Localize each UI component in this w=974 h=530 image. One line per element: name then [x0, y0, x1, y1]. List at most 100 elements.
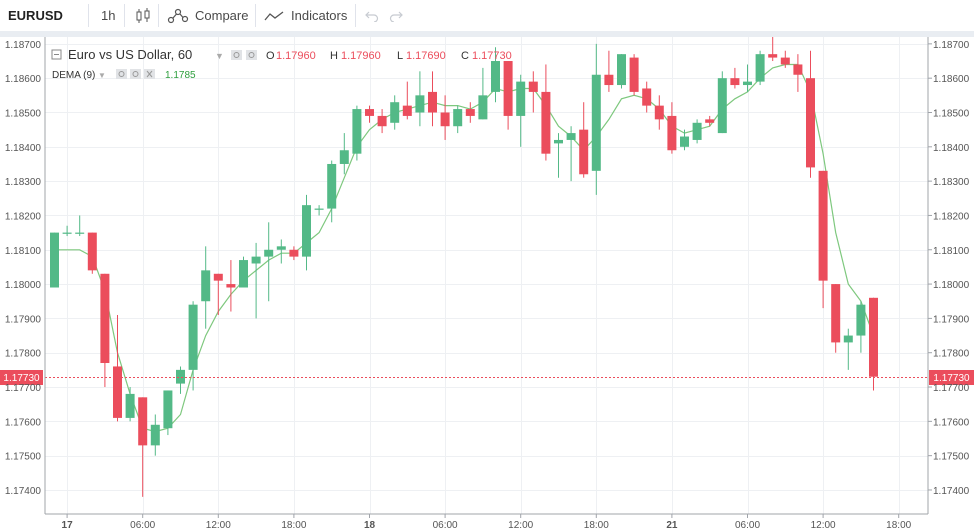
y-tick-label-left: 1.17600 — [5, 417, 42, 428]
candle-body — [276, 246, 286, 250]
x-tick-label: 17 — [62, 520, 74, 530]
candle-down — [503, 61, 513, 130]
candle-up — [251, 242, 261, 319]
top-toolbar: EURUSD 1h Compare Indicators — [0, 0, 974, 32]
dema-visibility-icon[interactable] — [130, 69, 141, 79]
x-tick-label: 12:00 — [811, 520, 836, 530]
candle-up — [188, 301, 198, 391]
candle-body — [314, 208, 324, 210]
legend-high-value: 1.17960 — [341, 50, 381, 62]
last-price-label-left: 1.17730 — [3, 373, 40, 384]
candle-body — [440, 112, 450, 127]
candle-body — [566, 133, 576, 140]
y-tick-label-right: 1.18200 — [933, 211, 970, 222]
compare-button[interactable]: Compare — [167, 0, 248, 31]
candle-up — [239, 256, 248, 288]
legend-title[interactable]: Euro vs US Dollar, 60 — [68, 47, 192, 62]
compare-icon — [167, 8, 189, 23]
candle-body — [541, 91, 551, 154]
dema-value: 1.1785 — [165, 70, 196, 81]
candle-body — [478, 95, 488, 120]
undo-button[interactable] — [365, 0, 379, 31]
redo-button[interactable] — [389, 0, 403, 31]
toolbar-divider — [255, 4, 256, 27]
candle-down — [579, 102, 589, 178]
interval-button[interactable]: 1h — [101, 8, 116, 23]
candle-body — [768, 54, 778, 58]
candle-up — [176, 366, 185, 394]
legend-menu-arrow-icon[interactable]: ▼ — [215, 51, 224, 61]
candle-body — [352, 109, 362, 154]
candle-down — [780, 50, 790, 68]
chart-legend: Euro vs US Dollar, 60 ▼ O 1.17960 H 1.17… — [51, 47, 512, 81]
candle-body — [453, 109, 463, 127]
y-tick-label-right: 1.17900 — [933, 314, 970, 325]
price-chart[interactable]: 1.17730 1.17730 1.174001.175001.176001.17… — [0, 37, 974, 530]
y-tick-label-left: 1.18100 — [5, 246, 42, 257]
candle-up — [352, 105, 362, 161]
candle-up — [62, 225, 72, 237]
candle-body — [365, 109, 374, 116]
candle-up — [692, 119, 702, 144]
y-tick-label-right: 1.18300 — [933, 177, 970, 188]
dema-remove-icon[interactable] — [144, 69, 155, 79]
symbol-label[interactable]: EURUSD — [8, 8, 63, 23]
candle-down — [642, 81, 652, 113]
candle-up — [617, 54, 626, 89]
legend-minimize-icon[interactable] — [51, 49, 62, 60]
candle-body — [402, 105, 412, 116]
legend-visibility-icon[interactable] — [246, 50, 257, 60]
candle-body — [188, 304, 198, 370]
candle-body — [554, 139, 563, 144]
candle-body — [339, 150, 349, 164]
candle-body — [264, 249, 274, 257]
candle-up — [314, 205, 324, 216]
y-tick-label-left: 1.18000 — [5, 280, 42, 291]
candle-up — [491, 47, 500, 103]
candle-up — [717, 71, 727, 134]
candle-body — [705, 119, 715, 123]
candle-type-button[interactable] — [134, 0, 152, 31]
candle-body — [201, 270, 211, 302]
candle-body — [730, 78, 740, 86]
candle-up — [75, 215, 85, 237]
candle-body — [806, 78, 815, 168]
candle-body — [818, 170, 828, 281]
candle-up — [50, 232, 59, 288]
candle-body — [113, 366, 122, 418]
x-axis[interactable]: 17 06:00 12:00 18:00 18 06:00 12:00 18:00 21 06:0… — [62, 514, 912, 530]
last-price-layer: 1.17730 1.17730 — [0, 370, 974, 385]
y-tick-label-left: 1.18400 — [5, 143, 42, 154]
candle-body — [415, 95, 425, 113]
dema-label[interactable]: DEMA (9) — [52, 70, 95, 81]
toolbar-divider — [355, 4, 356, 27]
candle-down — [365, 105, 374, 123]
legend-close-label: C — [461, 50, 469, 62]
dema-settings-icon[interactable] — [116, 69, 127, 79]
candle-body — [528, 81, 538, 92]
candle-down — [226, 260, 236, 312]
candle-down — [667, 102, 677, 154]
candle-body — [239, 260, 248, 288]
y-tick-label-right: 1.18400 — [933, 143, 970, 154]
indicators-button[interactable]: Indicators — [264, 0, 347, 31]
candle-body — [579, 129, 589, 175]
x-tick-label: 06:00 — [735, 520, 760, 530]
redo-icon — [389, 11, 403, 22]
x-tick-label: 06:00 — [130, 520, 155, 530]
candle-down — [730, 67, 740, 89]
legend-settings-icon[interactable] — [231, 50, 242, 60]
last-price-tag-right — [929, 370, 974, 385]
y-tick-label-left: 1.17700 — [5, 383, 42, 394]
candle-body — [831, 284, 841, 343]
y-tick-label-right: 1.18100 — [933, 246, 970, 257]
candle-body — [780, 57, 790, 65]
candle-body — [604, 74, 614, 86]
candle-up — [201, 246, 211, 329]
candle-up — [390, 95, 400, 130]
candle-body — [680, 136, 689, 147]
dema-menu-arrow-icon[interactable]: ▼ — [98, 71, 106, 80]
candle-up — [566, 126, 576, 182]
candle-body — [667, 115, 677, 151]
candle-up — [163, 390, 173, 436]
